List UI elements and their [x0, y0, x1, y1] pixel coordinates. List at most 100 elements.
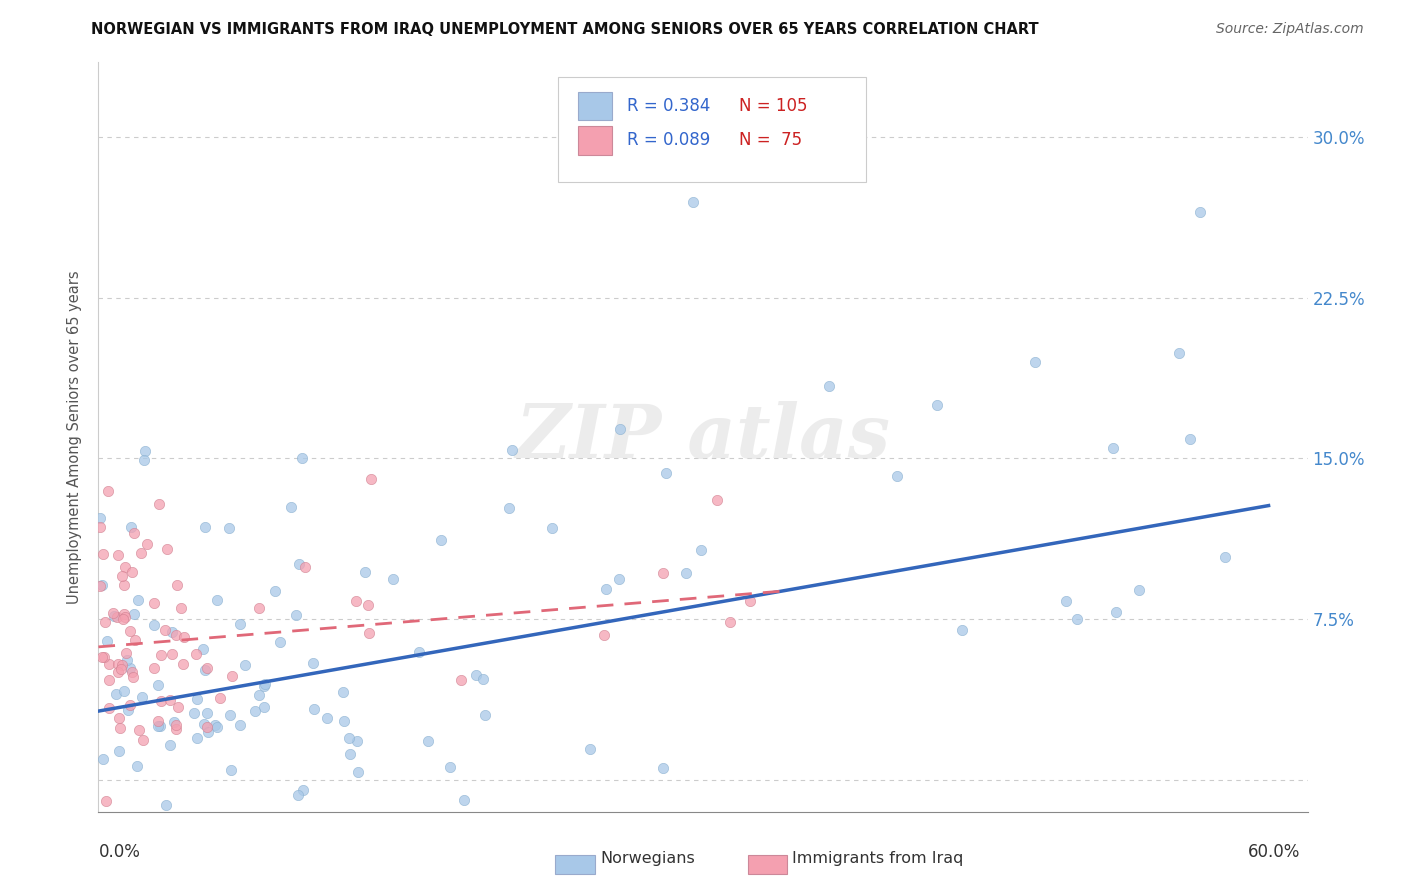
Point [360, 472, 382, 486]
Point [501, 442, 523, 457]
Text: Norwegians: Norwegians [600, 851, 695, 865]
Point [114, 559, 136, 574]
Point [337, 731, 360, 745]
Point [165, 628, 187, 642]
Point [247, 688, 270, 702]
Point [91, 752, 114, 766]
Text: ZIP atlas: ZIP atlas [516, 401, 890, 474]
Point [125, 759, 148, 773]
Point [344, 594, 367, 608]
Point [120, 520, 142, 534]
Point [346, 734, 368, 748]
Text: R = 0.384: R = 0.384 [627, 97, 710, 115]
Point [103, 608, 125, 623]
Point [94, 794, 117, 808]
Point [112, 578, 135, 592]
Point [107, 657, 129, 671]
Point [107, 665, 129, 679]
Point [654, 466, 676, 480]
Point [1168, 345, 1191, 359]
Point [718, 615, 741, 629]
Point [218, 521, 240, 535]
Point [302, 702, 325, 716]
Point [173, 630, 195, 644]
Point [207, 720, 229, 734]
Point [128, 723, 150, 737]
Point [359, 625, 381, 640]
Point [124, 632, 146, 647]
Point [254, 676, 277, 690]
Point [675, 566, 697, 580]
Point [177, 815, 200, 830]
Point [247, 600, 270, 615]
Point [418, 733, 440, 747]
Point [120, 661, 142, 675]
Point [1180, 432, 1202, 446]
Point [541, 521, 564, 535]
Point [263, 583, 285, 598]
Point [122, 607, 145, 622]
Point [652, 566, 675, 580]
Point [294, 559, 316, 574]
Point [114, 610, 136, 624]
Point [104, 687, 127, 701]
Point [149, 694, 172, 708]
Text: Immigrants from Iraq: Immigrants from Iraq [792, 851, 963, 865]
Point [108, 744, 131, 758]
Point [122, 670, 145, 684]
Point [91, 578, 114, 592]
Point [132, 812, 155, 826]
Point [114, 607, 136, 621]
Point [132, 453, 155, 467]
Point [89, 511, 111, 525]
Point [578, 742, 600, 756]
Point [302, 656, 325, 670]
Point [170, 601, 193, 615]
Point [143, 661, 166, 675]
Point [291, 783, 314, 797]
Text: Source: ZipAtlas.com: Source: ZipAtlas.com [1216, 22, 1364, 37]
Point [105, 609, 128, 624]
Point [592, 628, 614, 642]
Point [195, 720, 218, 734]
Point [291, 451, 314, 466]
Point [108, 711, 131, 725]
Point [118, 815, 141, 830]
Point [160, 647, 183, 661]
Point [450, 673, 472, 687]
Point [208, 690, 231, 705]
Point [886, 469, 908, 483]
Text: N =  75: N = 75 [740, 131, 803, 149]
Point [155, 797, 177, 812]
Point [1066, 612, 1088, 626]
Text: 60.0%: 60.0% [1249, 843, 1301, 861]
Point [91, 649, 114, 664]
Point [155, 624, 177, 638]
Point [166, 578, 188, 592]
Point [93, 650, 115, 665]
Point [221, 763, 243, 777]
Point [228, 617, 250, 632]
Text: N = 105: N = 105 [740, 97, 808, 115]
Point [1128, 582, 1150, 597]
Point [194, 519, 217, 533]
Point [1189, 205, 1212, 219]
Point [122, 526, 145, 541]
Point [96, 634, 118, 648]
Point [118, 698, 141, 712]
Point [498, 500, 520, 515]
Point [97, 673, 120, 687]
Y-axis label: Unemployment Among Seniors over 65 years: Unemployment Among Seniors over 65 years [67, 270, 83, 604]
Point [149, 719, 172, 733]
Point [1105, 605, 1128, 619]
Point [112, 684, 135, 698]
Point [253, 679, 276, 693]
Point [353, 565, 375, 579]
Text: 0.0%: 0.0% [98, 843, 141, 861]
Point [163, 714, 186, 729]
Point [195, 706, 218, 721]
Point [186, 731, 208, 745]
Point [118, 624, 141, 639]
Point [148, 497, 170, 511]
Point [682, 194, 704, 209]
